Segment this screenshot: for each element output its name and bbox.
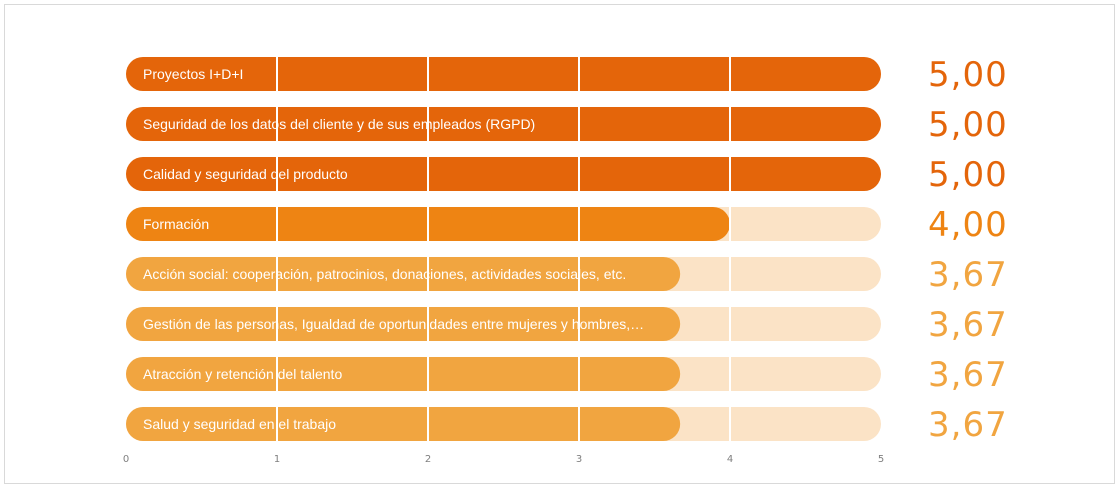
bar: [126, 157, 881, 191]
category-label: Formación: [143, 216, 209, 232]
bar: [126, 257, 681, 291]
category-label: Seguridad de los datos del cliente y de …: [143, 116, 535, 132]
category-label: Gestión de las personas, Igualdad de opo…: [143, 316, 644, 332]
category-label: Acción social: cooperación, patrocinios,…: [143, 266, 626, 282]
value-label: 3,67: [928, 255, 1008, 295]
bar: [126, 407, 681, 441]
x-tick-label: 4: [727, 454, 733, 465]
x-tick-label: 1: [274, 454, 280, 465]
category-label: Salud y seguridad en el trabajo: [143, 416, 336, 432]
value-label: 4,00: [928, 205, 1008, 245]
bar: [126, 357, 681, 391]
value-label: 5,00: [928, 55, 1008, 95]
x-tick-label: 3: [576, 454, 582, 465]
x-tick-label: 0: [123, 454, 129, 465]
x-tick-label: 2: [425, 454, 431, 465]
category-label: Atracción y retención del talento: [143, 366, 342, 382]
x-tick-label: 5: [878, 454, 884, 465]
category-label: Proyectos I+D+I: [143, 66, 243, 82]
bar: [126, 307, 681, 341]
bar: [126, 107, 881, 141]
value-label: 3,67: [928, 305, 1008, 345]
bar: [126, 57, 881, 91]
value-label: 5,00: [928, 105, 1008, 145]
category-label: Calidad y seguridad del producto: [143, 166, 348, 182]
value-label: 3,67: [928, 405, 1008, 445]
value-label: 3,67: [928, 355, 1008, 395]
value-label: 5,00: [928, 155, 1008, 195]
